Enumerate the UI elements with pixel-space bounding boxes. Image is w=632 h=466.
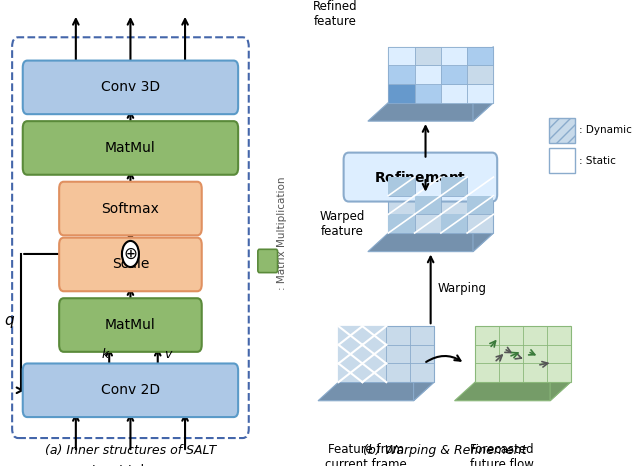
Polygon shape (362, 326, 386, 345)
FancyBboxPatch shape (59, 238, 202, 291)
Polygon shape (473, 47, 494, 121)
Polygon shape (415, 196, 441, 214)
FancyBboxPatch shape (23, 363, 238, 417)
Polygon shape (441, 177, 467, 196)
Polygon shape (467, 196, 494, 214)
Text: Softmax: Softmax (102, 201, 159, 216)
Polygon shape (388, 177, 415, 196)
Text: : Dynamic: : Dynamic (579, 125, 632, 136)
Text: MatMul: MatMul (105, 318, 156, 332)
FancyBboxPatch shape (344, 153, 497, 201)
Text: v: v (164, 348, 171, 361)
Text: Forecasted
future flow: Forecasted future flow (470, 443, 535, 466)
Polygon shape (339, 326, 434, 382)
Polygon shape (368, 103, 494, 121)
FancyBboxPatch shape (59, 182, 202, 235)
Polygon shape (318, 382, 434, 401)
Text: : Matrix Multiplication: : Matrix Multiplication (277, 176, 287, 290)
Polygon shape (441, 47, 467, 65)
Text: $\oplus$: $\oplus$ (123, 245, 138, 263)
FancyBboxPatch shape (258, 249, 277, 273)
FancyBboxPatch shape (549, 118, 574, 143)
Polygon shape (339, 363, 362, 382)
Text: MatMul: MatMul (105, 141, 156, 155)
Text: Warped
feature: Warped feature (319, 210, 365, 238)
Polygon shape (388, 65, 415, 84)
Polygon shape (550, 326, 571, 401)
Text: Input tokens: Input tokens (92, 464, 169, 466)
Polygon shape (467, 47, 494, 65)
Polygon shape (415, 47, 441, 65)
Polygon shape (454, 382, 571, 401)
FancyBboxPatch shape (59, 298, 202, 352)
Text: Conv 3D: Conv 3D (101, 80, 160, 95)
Text: (b) Warping & Refinement: (b) Warping & Refinement (363, 444, 526, 457)
Text: Conv 2D: Conv 2D (101, 383, 160, 397)
Polygon shape (441, 214, 467, 233)
Polygon shape (415, 65, 441, 84)
Text: $q$: $q$ (4, 314, 15, 330)
Polygon shape (388, 214, 415, 233)
Polygon shape (467, 65, 494, 84)
Circle shape (122, 241, 139, 267)
Polygon shape (339, 345, 362, 363)
Polygon shape (441, 84, 467, 103)
FancyBboxPatch shape (23, 61, 238, 114)
Polygon shape (467, 84, 494, 103)
Polygon shape (473, 177, 494, 252)
Polygon shape (388, 84, 415, 103)
Text: Refined
feature: Refined feature (313, 0, 358, 28)
Polygon shape (388, 177, 494, 233)
Text: Feature from
current frame: Feature from current frame (325, 443, 406, 466)
FancyBboxPatch shape (549, 148, 574, 173)
Text: Warping: Warping (437, 282, 487, 295)
Polygon shape (362, 363, 386, 382)
Polygon shape (362, 345, 386, 363)
Polygon shape (415, 84, 441, 103)
Text: : Static: : Static (579, 156, 616, 166)
Text: Scale: Scale (112, 257, 149, 272)
Polygon shape (413, 326, 434, 401)
Polygon shape (339, 326, 362, 345)
Text: (a) Inner structures of SALT: (a) Inner structures of SALT (45, 444, 216, 457)
Text: k: k (102, 348, 109, 361)
Polygon shape (368, 233, 494, 252)
FancyBboxPatch shape (23, 121, 238, 175)
Text: $\bf{Refinement}$: $\bf{Refinement}$ (374, 170, 466, 185)
Polygon shape (441, 65, 467, 84)
Polygon shape (475, 326, 571, 382)
Polygon shape (388, 47, 494, 103)
Polygon shape (388, 47, 415, 65)
